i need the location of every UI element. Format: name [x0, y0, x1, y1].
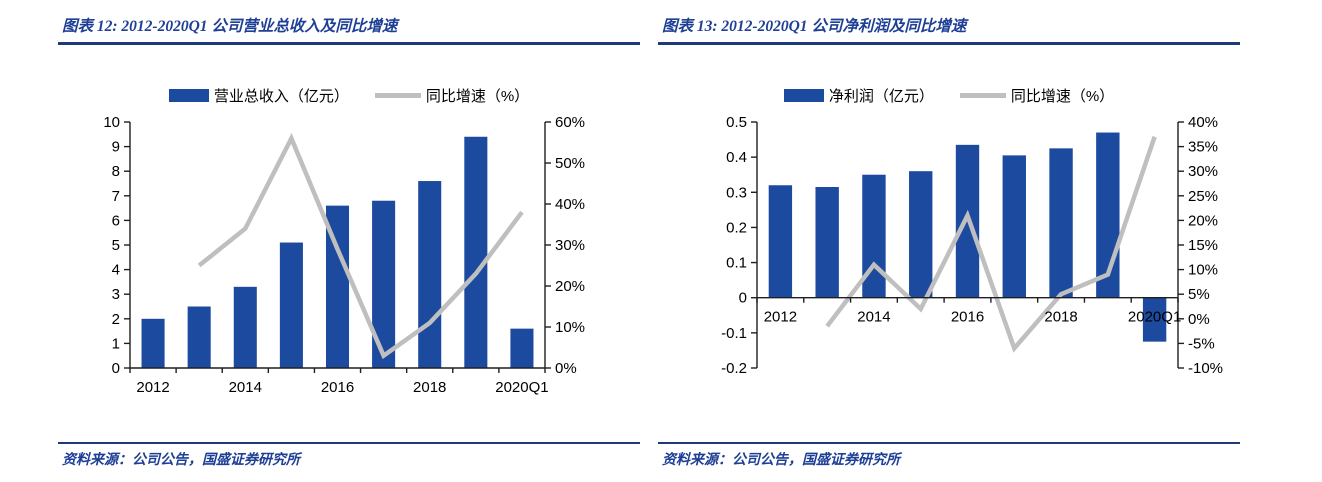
bar-2016 [325, 205, 350, 368]
right-axis-label: 5% [1188, 286, 1210, 303]
left-axis-label: 0.3 [726, 184, 747, 201]
right-axis-label: 50% [555, 155, 585, 172]
bar-swatch-icon [168, 88, 209, 102]
left-axis-label: -0.2 [721, 360, 747, 377]
figure-12-source-rule [58, 442, 640, 444]
x-label-2020Q1: 2020Q1 [495, 379, 548, 396]
figure-12-source: 资料来源：公司公告，国盛证券研究所 [62, 453, 300, 468]
left-axis-label: 0.1 [726, 255, 747, 272]
bar-2014 [862, 174, 886, 298]
axes: 0 1 2 3 4 5 6 7 8 9 10 0% 10% 20% 30% 40% 50% 60% 2012 2014… [103, 114, 585, 396]
legend-item-growth: 同比增速（%） [374, 85, 530, 106]
bar-2012 [141, 318, 165, 368]
right-axis-label: 30% [1188, 163, 1218, 180]
left-axis-label: 2 [112, 311, 120, 328]
x-label-2012: 2012 [136, 379, 169, 396]
figure-13-source: 资料来源：公司公告，国盛证券研究所 [662, 453, 900, 468]
x-label-2018: 2018 [413, 379, 446, 396]
bar-2020Q1 [510, 328, 534, 368]
right-axis-label: 20% [1188, 212, 1218, 229]
left-axis-label: 0 [739, 290, 747, 307]
right-axis-label: 20% [555, 278, 585, 295]
bar-2015 [909, 171, 933, 298]
left-axis-label: 10 [103, 114, 120, 131]
bar-2018 [1049, 148, 1073, 298]
right-axis-label: 25% [1188, 188, 1218, 205]
left-axis-label: 6 [112, 212, 120, 229]
bar-2019 [464, 136, 488, 368]
bar-2017 [372, 200, 396, 368]
legend-label-growth: 同比增速（%） [425, 87, 530, 105]
right-axis-label: -5% [1188, 335, 1215, 352]
left-axis-label: 0.2 [726, 219, 747, 236]
x-label-2014: 2014 [857, 309, 890, 326]
line-swatch-icon [959, 92, 1006, 98]
left-axis-label: 9 [112, 139, 120, 156]
right-axis-label: 40% [555, 196, 585, 213]
left-axis-label: 0.5 [726, 114, 747, 131]
left-axis-label: 0.4 [726, 149, 747, 166]
bar-2018 [418, 181, 442, 368]
growth-line [197, 133, 524, 360]
left-axis-label: 3 [112, 286, 120, 303]
right-axis-label: 0% [1188, 311, 1210, 328]
legend-item-net-profit: 净利润（亿元） [783, 85, 934, 106]
right-axis-label: -10% [1188, 360, 1223, 377]
x-label-2016: 2016 [951, 309, 984, 326]
x-label-2012: 2012 [764, 309, 797, 326]
revenue-growth-chart: 0 1 2 3 4 5 6 7 8 9 10 0% 10% 20% 30% 40% 50% 60% 2012 2014… [103, 114, 585, 396]
legend-item-growth: 同比增速（%） [959, 85, 1115, 106]
bar-2015 [279, 242, 303, 368]
x-label-2018: 2018 [1044, 309, 1077, 326]
legend-item-revenue: 营业总收入（亿元） [168, 85, 349, 106]
right-axis-label: 15% [1188, 237, 1218, 254]
figure-13-legend: 净利润（亿元） 同比增速（%） [658, 85, 1240, 105]
figure-13-source-rule [658, 442, 1240, 444]
figure-12-title: 图表 12: 2012-2020Q1 公司营业总收入及同比增速 [62, 18, 398, 35]
legend-label-net-profit: 净利润（亿元） [828, 87, 934, 105]
bar-2013 [815, 187, 839, 298]
right-axis-label: 40% [1188, 114, 1218, 131]
bar-2014 [233, 286, 257, 368]
right-axis-label: 60% [555, 114, 585, 131]
left-axis-label: 8 [112, 163, 120, 180]
figure-12-panel: 图表 12: 2012-2020Q1 公司营业总收入及同比增速 营业总收入（亿元… [58, 12, 640, 474]
right-axis-label: 35% [1188, 139, 1218, 156]
line-swatch-icon [374, 92, 421, 98]
figure-13-panel: 图表 13: 2012-2020Q1 公司净利润及同比增速 净利润（亿元） 同比… [658, 12, 1240, 474]
right-axis-label: 10% [555, 319, 585, 336]
bar-2013 [187, 306, 211, 368]
bar-swatch-icon [783, 88, 824, 102]
right-axis-label: 30% [555, 237, 585, 254]
bar-2012 [768, 185, 793, 298]
bar-2017 [1002, 155, 1026, 298]
left-axis-label: 1 [112, 335, 120, 352]
x-label-2016: 2016 [321, 379, 354, 396]
left-axis-label: 4 [112, 262, 120, 279]
growth-line [825, 136, 1157, 353]
legend-label-revenue: 营业总收入（亿元） [213, 87, 349, 105]
left-axis-label: 5 [112, 237, 120, 254]
right-axis-label: 10% [1188, 262, 1218, 279]
figure-12-legend: 营业总收入（亿元） 同比增速（%） [58, 85, 640, 105]
right-axis-label: 0% [555, 360, 577, 377]
legend-label-growth: 同比增速（%） [1010, 87, 1115, 105]
figure-13-title-rule [658, 42, 1240, 45]
left-axis-label: 0 [112, 360, 120, 377]
left-axis-label: 7 [112, 188, 120, 205]
axes: -0.2 -0.1 0 0.1 0.2 0.3 0.4 0.5 -10% -5% 0% 5% 10% 15… [721, 114, 1223, 377]
net-profit-growth-chart: -0.2 -0.1 0 0.1 0.2 0.3 0.4 0.5 -10% -5% 0% 5% 10% 15… [721, 114, 1223, 377]
figure-13-title: 图表 13: 2012-2020Q1 公司净利润及同比增速 [662, 18, 967, 35]
bar-2020Q1 [1142, 297, 1167, 342]
figure-12-title-rule [58, 42, 640, 45]
left-axis-label: -0.1 [721, 325, 747, 342]
x-label-2014: 2014 [229, 379, 262, 396]
x-label-2020Q1: 2020Q1 [1128, 309, 1181, 326]
